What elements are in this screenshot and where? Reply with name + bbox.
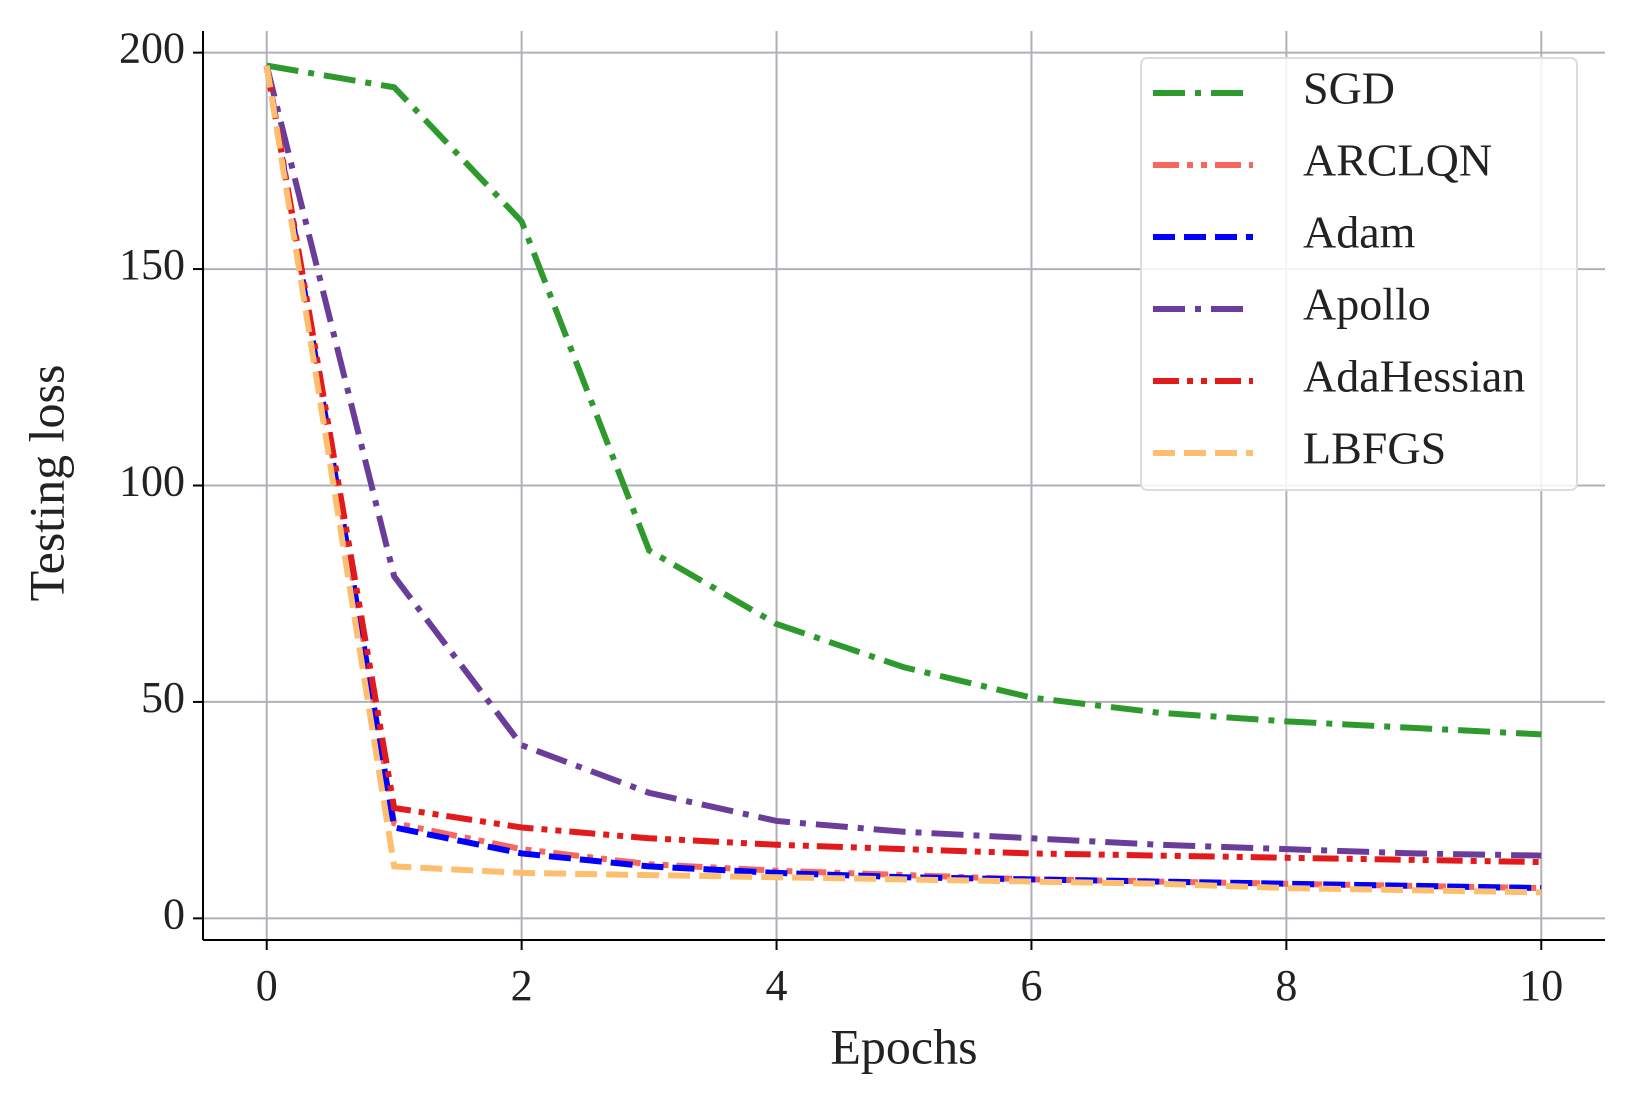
y-tick-label: 50 — [141, 673, 185, 722]
y-tick-label: 0 — [163, 889, 185, 938]
x-tick-label: 0 — [256, 961, 278, 1010]
legend-label: SGD — [1303, 63, 1395, 114]
data-line — [263, 65, 1542, 892]
data-line — [263, 65, 1542, 866]
y-tick-label: 200 — [119, 24, 185, 73]
x-tick-label: 8 — [1275, 961, 1297, 1010]
data-line — [263, 64, 1542, 859]
legend-label: Apollo — [1303, 279, 1431, 330]
y-axis-label: Testing loss — [18, 365, 74, 602]
y-tick-label: 150 — [119, 240, 185, 289]
x-tick-label: 10 — [1519, 961, 1563, 1010]
x-tick-label: 4 — [766, 961, 788, 1010]
x-tick-label: 2 — [511, 961, 533, 1010]
legend-label: Adam — [1303, 207, 1416, 258]
legend-label: ARCLQN — [1303, 135, 1492, 186]
y-tick-label: 100 — [119, 457, 185, 506]
data-line — [263, 65, 1542, 896]
legend-label: LBFGS — [1303, 423, 1446, 474]
x-axis-label: Epochs — [830, 1018, 977, 1074]
x-tick-label: 6 — [1020, 961, 1042, 1010]
data-line — [266, 62, 1542, 738]
legend-label: AdaHessian — [1303, 351, 1525, 402]
